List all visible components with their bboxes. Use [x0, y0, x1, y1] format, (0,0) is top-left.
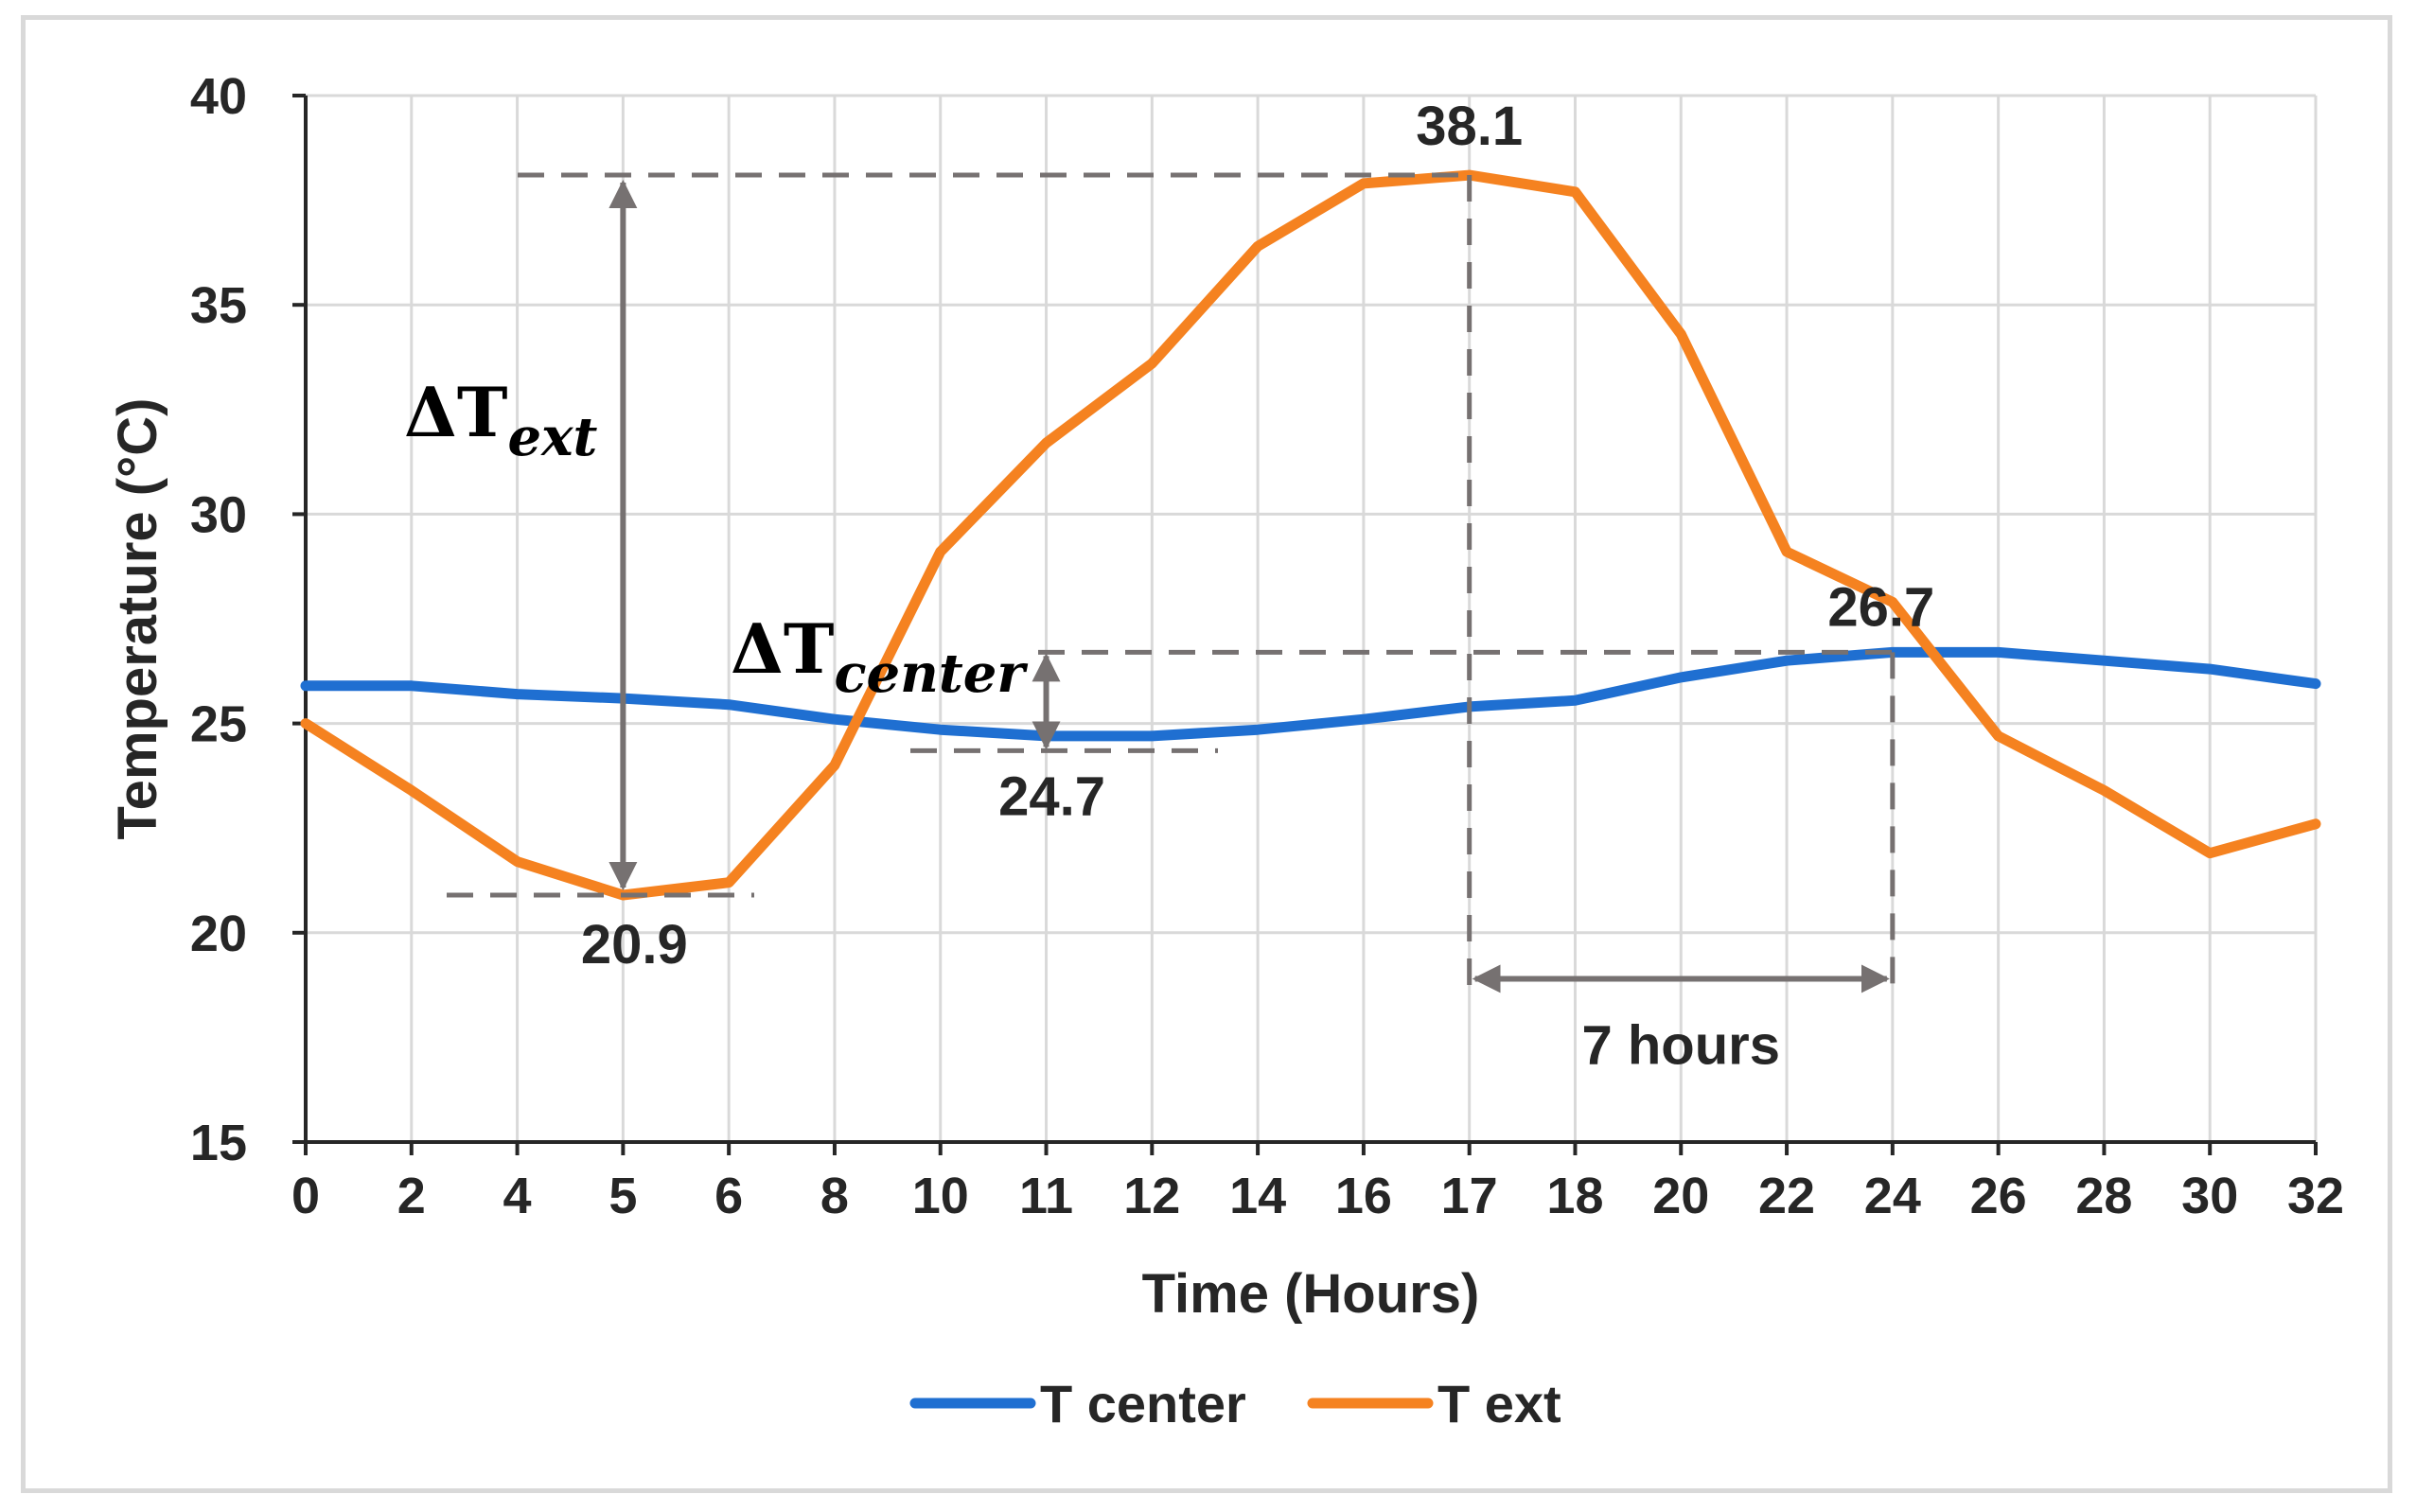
x-tick-label: 2 — [397, 1168, 426, 1224]
x-tick-label: 11 — [1019, 1168, 1073, 1224]
x-tick-label: 22 — [1758, 1168, 1815, 1224]
x-tick-label: 26 — [1970, 1168, 2027, 1224]
x-tick-label: 28 — [2075, 1168, 2132, 1224]
y-tick-label: 15 — [190, 1115, 247, 1171]
x-tick-label: 20 — [1652, 1168, 1709, 1224]
x-tick-label: 14 — [1229, 1168, 1286, 1224]
y-axis-title: Temperature (°C) — [107, 398, 168, 840]
legend-layer: T center T ext — [909, 1374, 1561, 1433]
x-tick-label: 5 — [608, 1168, 637, 1224]
y-tick-label: 40 — [190, 68, 247, 125]
y-tick-label: 30 — [190, 486, 247, 543]
legend-item-t-center: T center — [909, 1374, 1246, 1433]
y-tick-label: 35 — [190, 277, 247, 334]
x-tick-label: 30 — [2181, 1168, 2238, 1224]
annotation-layer — [447, 172, 1896, 996]
x-tick-label: 12 — [1123, 1168, 1180, 1224]
x-axis-title: Time (Hours) — [1142, 1263, 1480, 1325]
x-tick-label: 17 — [1441, 1168, 1498, 1224]
delta-ext-label: ΔText — [404, 372, 597, 468]
max-ext-value-label: 38.1 — [1416, 96, 1523, 157]
y-tick-label: 25 — [190, 696, 247, 753]
series-line-t-center — [300, 646, 2321, 742]
min-center-value-label: 24.7 — [998, 765, 1105, 827]
delta-center-label: ΔTcenter — [731, 608, 1028, 705]
x-tick-label: 6 — [714, 1168, 743, 1224]
y-tick-label: 20 — [190, 905, 247, 962]
legend-item-t-ext: T ext — [1307, 1374, 1561, 1433]
max-center-value-label: 26.7 — [1827, 576, 1934, 638]
temperature-line-chart: 0 2 4 5 6 8 10 11 12 14 16 17 18 20 22 24 26 28 30 32152025… — [107, 68, 2344, 1433]
series-line-t-ext — [300, 169, 2321, 901]
x-tick-label: 24 — [1864, 1168, 1921, 1224]
chart-frame: 0 2 4 5 6 8 10 11 12 14 16 17 18 20 22 24 26 28 30 32 15 20 25… — [21, 15, 2392, 1493]
x-tick-label: 4 — [503, 1168, 532, 1224]
x-tick-label: 10 — [912, 1168, 969, 1224]
legend-label: T center — [1040, 1374, 1246, 1433]
x-tick-label: 0 — [291, 1168, 320, 1224]
series-layer — [300, 169, 2321, 901]
time-lag-label: 7 hours — [1582, 1014, 1781, 1076]
x-tick-label: 16 — [1335, 1168, 1392, 1224]
x-tick-label: 8 — [820, 1168, 849, 1224]
min-ext-value-label: 20.9 — [581, 914, 688, 976]
legend-label: T ext — [1437, 1374, 1561, 1433]
grid-layer — [306, 94, 2318, 1142]
label-layer: 0 2 4 5 6 8 10 11 12 14 16 17 18 20 22 24 26 28 30 32152025… — [107, 68, 2344, 1325]
axis-layer — [292, 94, 2318, 1155]
x-tick-label: 32 — [2287, 1168, 2344, 1224]
x-tick-label: 18 — [1546, 1168, 1603, 1224]
